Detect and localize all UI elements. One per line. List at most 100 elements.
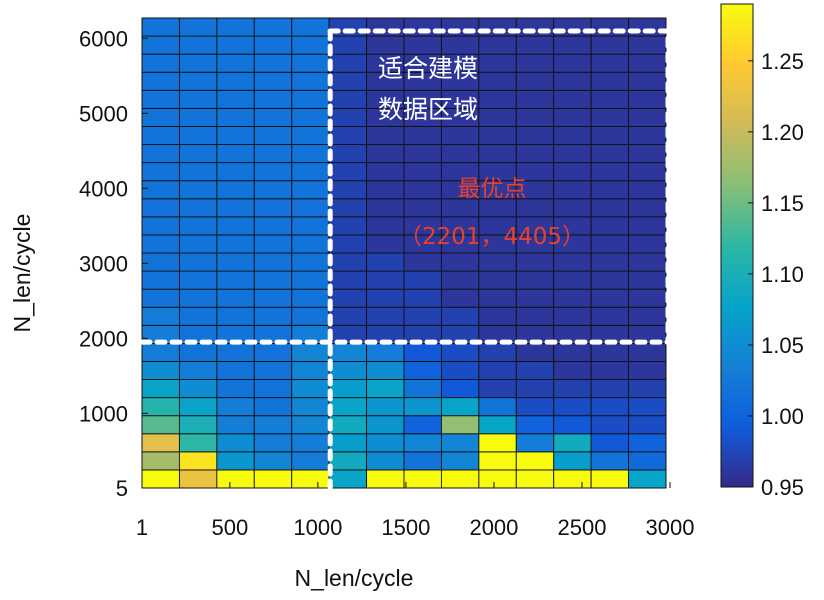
heatmap-cell [328, 415, 368, 435]
heatmap-cell [478, 71, 517, 91]
heatmap-cell [478, 469, 517, 489]
y-tick-label: 5000 [79, 101, 128, 126]
heatmap-cell [628, 433, 667, 453]
heatmap-cell [553, 180, 592, 200]
x-tick-label: 500 [211, 515, 248, 540]
heatmap-cell [590, 216, 630, 236]
heatmap-cell [628, 252, 667, 272]
heatmap-cell [141, 433, 180, 453]
heatmap-cell [328, 270, 368, 290]
heatmap-cell [141, 216, 180, 236]
heatmap-cell [328, 379, 368, 399]
heatmap-cell [253, 144, 293, 164]
heatmap-cell [515, 433, 555, 453]
y-tick-label: 6000 [79, 26, 128, 51]
heatmap-cell [178, 198, 218, 218]
heatmap-cell [515, 252, 555, 272]
heatmap-cell [440, 342, 480, 362]
heatmap-cell [253, 35, 293, 55]
heatmap-cell [628, 216, 667, 236]
heatmap-cell [478, 35, 517, 55]
colorbar-tick-label: 1.10 [761, 262, 804, 287]
heatmap-cell [216, 89, 255, 109]
heatmap-cell [178, 252, 218, 272]
heatmap-cell [291, 433, 330, 453]
heatmap-cell [328, 397, 368, 417]
y-axis-ticks: 5 1000 2000 3000 4000 5000 6000 [79, 26, 148, 501]
heatmap-cell [366, 415, 405, 435]
heatmap-cell [590, 379, 630, 399]
heatmap-cell [403, 451, 442, 471]
heatmap-cell [291, 216, 330, 236]
heatmap-cell [590, 342, 630, 362]
heatmap-cell [628, 469, 667, 489]
heatmap-cell [553, 451, 592, 471]
heatmap-cell [253, 17, 293, 37]
heatmap-cell [515, 144, 555, 164]
heatmap-cell [291, 126, 330, 145]
heatmap-cell [590, 89, 630, 109]
heatmap-cell [366, 126, 405, 145]
heatmap-cell [291, 180, 330, 200]
x-axis-ticks: 1 500 1000 1500 2000 2500 3000 [136, 482, 694, 540]
heatmap-cell [515, 451, 555, 471]
heatmap-cell [440, 451, 480, 471]
heatmap-cell [141, 89, 180, 109]
heatmap-cell [628, 234, 667, 254]
heatmap-cell [366, 252, 405, 272]
heatmap-cell [403, 379, 442, 399]
heatmap-cell [515, 469, 555, 489]
heatmap-cell [178, 107, 218, 127]
heatmap-cell [478, 144, 517, 164]
colorbar-tick-label: 1.00 [761, 404, 804, 429]
heatmap-cell [141, 288, 180, 308]
heatmap-cell [590, 270, 630, 290]
heatmap-cell [178, 288, 218, 308]
heatmap-cell [178, 415, 218, 435]
heatmap-cell [366, 288, 405, 308]
heatmap-cell [553, 469, 592, 489]
heatmap-cell [141, 198, 180, 218]
heatmap-cell [253, 270, 293, 290]
heatmap-cell [253, 469, 293, 489]
heatmap-cell [403, 252, 442, 272]
heatmap-cell [478, 89, 517, 109]
heatmap-cell [328, 451, 368, 471]
heatmap-cell [216, 379, 255, 399]
heatmap-cell [478, 342, 517, 362]
heatmap-cell [216, 53, 255, 73]
heatmap-cell [291, 415, 330, 435]
heatmap-cell [553, 162, 592, 182]
heatmap-cell [178, 53, 218, 73]
heatmap-cell [141, 306, 180, 326]
heatmap-cell [440, 144, 480, 164]
heatmap-cell [216, 306, 255, 326]
heatmap-cell [366, 342, 405, 362]
heatmap-cell [440, 126, 480, 145]
heatmap-cell [628, 107, 667, 127]
heatmap-cell [590, 433, 630, 453]
heatmap-cell [178, 162, 218, 182]
heatmap-cell [403, 288, 442, 308]
heatmap-cell [178, 342, 218, 362]
heatmap-cell [291, 198, 330, 218]
heatmap-cell [291, 397, 330, 417]
heatmap-cell [178, 180, 218, 200]
heatmap-cell [440, 270, 480, 290]
heatmap-cell [590, 288, 630, 308]
heatmap-cell [366, 180, 405, 200]
heatmap-cell [553, 107, 592, 127]
heatmap-cell [628, 144, 667, 164]
heatmap-cell [628, 270, 667, 290]
heatmap-cell [478, 415, 517, 435]
y-tick-label: 1000 [79, 401, 128, 426]
heatmap-cell [403, 198, 442, 218]
heatmap-cell [141, 162, 180, 182]
heatmap-cell [590, 306, 630, 326]
heatmap-cell [328, 252, 368, 272]
y-tick-label: 4000 [79, 176, 128, 201]
heatmap-cell [590, 180, 630, 200]
heatmap-cell [291, 17, 330, 37]
heatmap-cell [403, 144, 442, 164]
heatmap-cell [590, 361, 630, 380]
